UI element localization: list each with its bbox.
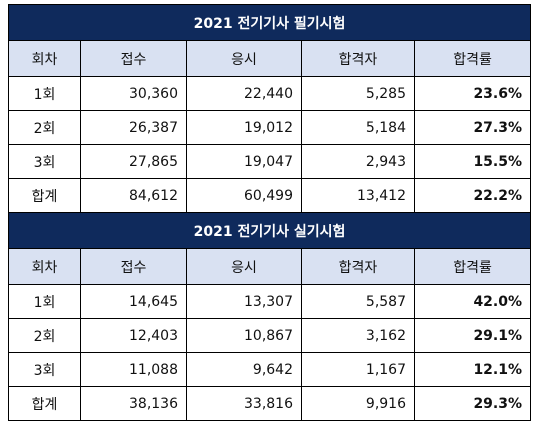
- passed-cell: 1,167: [301, 352, 415, 387]
- round-cell: 1회: [8, 284, 81, 319]
- header-round: 회차: [8, 40, 81, 77]
- header-row: 회차 접수 응시 합격자 합격률: [8, 40, 532, 77]
- total-row: 합계 38,136 33,816 9,916 29.3%: [8, 386, 532, 421]
- applied-cell: 12,403: [80, 318, 187, 353]
- passed-cell: 13,412: [301, 178, 415, 213]
- taken-cell: 33,816: [186, 386, 302, 421]
- taken-cell: 22,440: [186, 76, 302, 111]
- round-cell: 1회: [8, 76, 81, 111]
- taken-cell: 13,307: [186, 284, 302, 319]
- header-pass-rate: 합격률: [413, 248, 532, 285]
- table-row: 3회 27,865 19,047 2,943 15.5%: [8, 144, 532, 179]
- passed-cell: 5,184: [301, 110, 415, 145]
- taken-cell: 9,642: [186, 352, 302, 387]
- applied-cell: 14,645: [80, 284, 187, 319]
- header-pass-rate: 합격률: [413, 40, 532, 77]
- passed-cell: 2,943: [301, 144, 415, 179]
- table-row: 2회 26,387 19,012 5,184 27.3%: [8, 110, 532, 145]
- pass-rate-cell: 27.3%: [413, 110, 532, 145]
- pass-rate-cell: 15.5%: [413, 144, 532, 179]
- taken-cell: 10,867: [186, 318, 302, 353]
- header-taken: 응시: [186, 248, 302, 285]
- header-applied: 접수: [80, 40, 187, 77]
- table-title-row: 2021 전기기사 실기시험: [7, 212, 532, 249]
- header-applied: 접수: [80, 248, 187, 285]
- table-row: 3회 11,088 9,642 1,167 12.1%: [8, 352, 532, 387]
- passed-cell: 9,916: [301, 386, 415, 421]
- pass-rate-cell: 29.3%: [413, 386, 532, 421]
- table-row: 1회 30,360 22,440 5,285 23.6%: [8, 76, 532, 111]
- table-title: 2021 전기기사 필기시험: [7, 4, 532, 41]
- written-exam-table: 2021 전기기사 필기시험 회차 접수 응시 합격자 합격률 1회 30,36…: [7, 4, 532, 421]
- header-passed: 합격자: [301, 248, 415, 285]
- round-cell: 합계: [8, 178, 81, 213]
- pass-rate-cell: 42.0%: [413, 284, 532, 319]
- header-row: 회차 접수 응시 합격자 합격률: [8, 248, 532, 285]
- table-title-row: 2021 전기기사 필기시험: [7, 4, 532, 41]
- exam-stats: 2021 전기기사 필기시험 회차 접수 응시 합격자 합격률 1회 30,36…: [7, 4, 532, 421]
- pass-rate-cell: 29.1%: [413, 318, 532, 353]
- round-cell: 2회: [8, 110, 81, 145]
- applied-cell: 11,088: [80, 352, 187, 387]
- header-round: 회차: [8, 248, 81, 285]
- header-taken: 응시: [186, 40, 302, 77]
- table-row: 1회 14,645 13,307 5,587 42.0%: [8, 284, 532, 319]
- taken-cell: 60,499: [186, 178, 302, 213]
- applied-cell: 26,387: [80, 110, 187, 145]
- applied-cell: 38,136: [80, 386, 187, 421]
- round-cell: 2회: [8, 318, 81, 353]
- applied-cell: 27,865: [80, 144, 187, 179]
- applied-cell: 30,360: [80, 76, 187, 111]
- taken-cell: 19,047: [186, 144, 302, 179]
- header-passed: 합격자: [301, 40, 415, 77]
- total-row: 합계 84,612 60,499 13,412 22.2%: [8, 178, 532, 213]
- pass-rate-cell: 23.6%: [413, 76, 532, 111]
- round-cell: 3회: [8, 144, 81, 179]
- pass-rate-cell: 12.1%: [413, 352, 532, 387]
- round-cell: 합계: [8, 386, 81, 421]
- pass-rate-cell: 22.2%: [413, 178, 532, 213]
- table-title: 2021 전기기사 실기시험: [7, 212, 532, 249]
- passed-cell: 5,587: [301, 284, 415, 319]
- taken-cell: 19,012: [186, 110, 302, 145]
- passed-cell: 5,285: [301, 76, 415, 111]
- round-cell: 3회: [8, 352, 81, 387]
- applied-cell: 84,612: [80, 178, 187, 213]
- table-row: 2회 12,403 10,867 3,162 29.1%: [8, 318, 532, 353]
- passed-cell: 3,162: [301, 318, 415, 353]
